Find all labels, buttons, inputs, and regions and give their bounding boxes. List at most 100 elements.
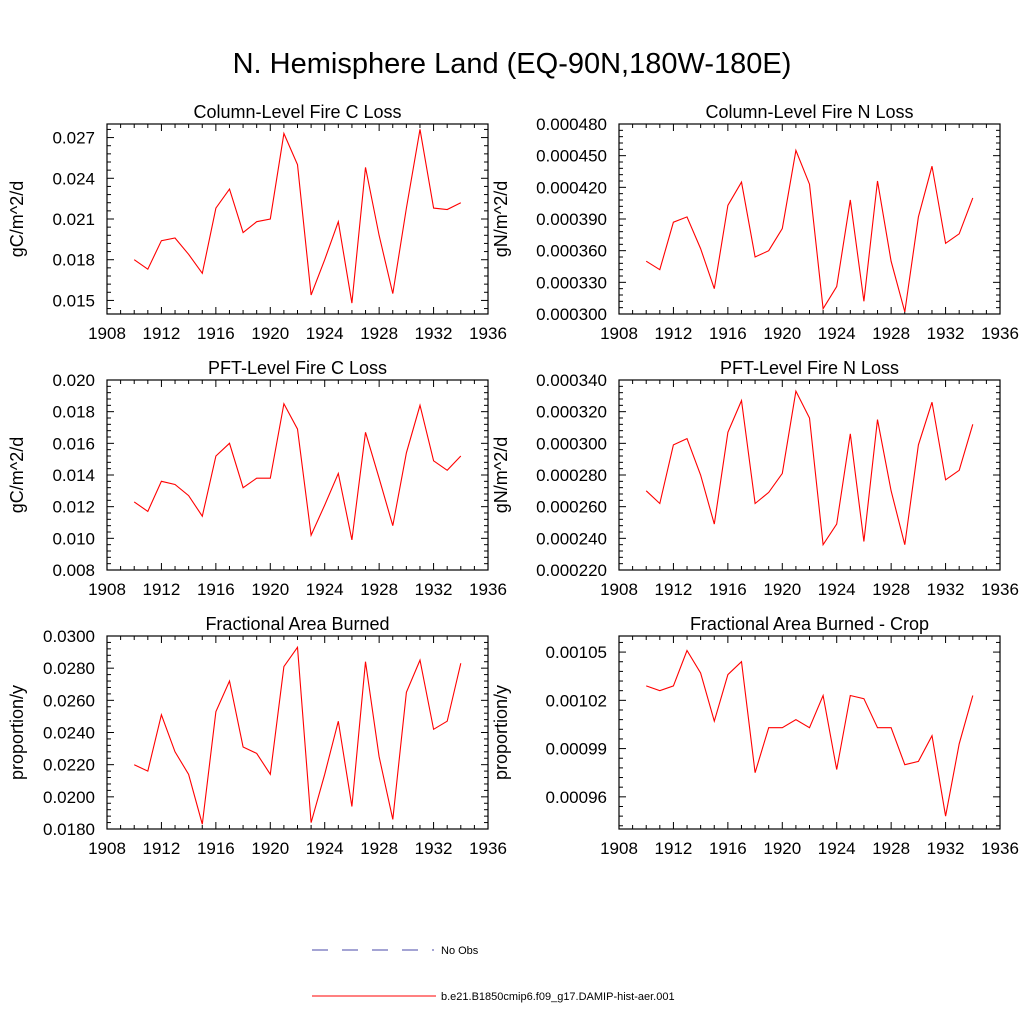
y-tick-label: 0.012 — [52, 498, 95, 517]
y-axis-label: gC/m^2/d — [7, 437, 27, 513]
x-tick-label: 1936 — [981, 580, 1019, 599]
x-tick-label: 1916 — [197, 839, 235, 858]
plot-frame — [618, 379, 1001, 571]
y-tick-label: 0.024 — [52, 169, 95, 188]
x-tick-label: 1908 — [88, 324, 126, 343]
panel-title: Fractional Area Burned — [205, 614, 389, 634]
y-tick-label: 0.015 — [52, 291, 95, 310]
y-tick-label: 0.027 — [52, 129, 95, 148]
chart-panel-6: Fractional Area Burned - Crop 1908 1912 191… — [491, 614, 1019, 858]
legend-label-model: b.e21.B1850cmip6.f09_g17.DAMIP-hist-aer.… — [441, 991, 675, 1003]
plot-frame — [106, 379, 489, 571]
panel-title: Column-Level Fire N Loss — [705, 102, 913, 122]
y-axis-label: gC/m^2/d — [7, 181, 27, 257]
chart-panel-5: Fractional Area Burned 1908 1912 1916 1920 19… — [7, 614, 507, 858]
series-line-1 — [645, 389, 974, 547]
x-tick-label: 1936 — [981, 324, 1019, 343]
y-tick-label: 0.000220 — [536, 561, 607, 580]
x-tick-label: 1928 — [360, 324, 398, 343]
series-line-1 — [646, 649, 974, 817]
y-tick-label: 0.0180 — [43, 820, 95, 839]
x-tick-label: 1928 — [360, 839, 398, 858]
plot-frame — [618, 123, 1001, 315]
y-tick-label: 0.021 — [52, 210, 95, 229]
y-tick-label: 0.018 — [52, 251, 95, 270]
y-tick-label: 0.0300 — [43, 627, 95, 646]
x-tick-label: 1908 — [600, 324, 638, 343]
x-tick-label: 1920 — [251, 324, 289, 343]
y-tick-label: 0.000360 — [536, 242, 607, 261]
y-tick-label: 0.00099 — [546, 740, 607, 759]
y-tick-label: 0.000300 — [536, 305, 607, 324]
y-tick-label: 0.018 — [52, 403, 95, 422]
y-tick-label: 0.0220 — [43, 756, 95, 775]
y-tick-label: 0.016 — [52, 434, 95, 453]
x-tick-label: 1916 — [709, 324, 747, 343]
y-tick-label: 0.00102 — [546, 691, 607, 710]
x-tick-label: 1932 — [415, 580, 453, 599]
x-tick-label: 1932 — [927, 324, 965, 343]
y-tick-label: 0.000280 — [536, 466, 607, 485]
panel-title: PFT-Level Fire N Loss — [720, 358, 899, 378]
y-tick-label: 0.000260 — [536, 498, 607, 517]
x-tick-label: 1912 — [143, 839, 181, 858]
x-tick-label: 1932 — [415, 839, 453, 858]
x-tick-label: 1908 — [88, 580, 126, 599]
y-tick-label: 0.008 — [52, 561, 95, 580]
figure-title: N. Hemisphere Land (EQ-90N,180W-180E) — [232, 48, 792, 80]
y-axis-label: proportion/y — [7, 685, 27, 780]
y-axis-label: gN/m^2/d — [491, 181, 511, 257]
y-tick-label: 0.000480 — [536, 115, 607, 134]
panel-title: Fractional Area Burned - Crop — [690, 614, 929, 634]
x-tick-label: 1924 — [306, 580, 344, 599]
panel-title: Column-Level Fire C Loss — [193, 102, 401, 122]
y-axis-label: gN/m^2/d — [491, 437, 511, 513]
y-tick-label: 0.000320 — [536, 403, 607, 422]
x-tick-label: 1936 — [469, 839, 507, 858]
y-tick-label: 0.010 — [52, 529, 95, 548]
x-tick-label: 1916 — [709, 580, 747, 599]
x-tick-label: 1912 — [143, 580, 181, 599]
x-tick-label: 1920 — [251, 580, 289, 599]
y-axis-label: proportion/y — [491, 685, 511, 780]
plot-frame — [106, 123, 489, 315]
chart-panel-2: Column-Level Fire N Loss 1908 1912 1916 1920… — [491, 102, 1019, 343]
legend-label-no-obs: No Obs — [441, 945, 479, 957]
chart-panel-1: Column-Level Fire C Loss 1908 1912 1916 1920… — [7, 102, 507, 343]
x-tick-label: 1912 — [655, 839, 693, 858]
x-tick-label: 1908 — [88, 839, 126, 858]
x-tick-label: 1936 — [981, 839, 1019, 858]
x-tick-label: 1932 — [927, 580, 965, 599]
legend: No Obs b.e21.B1850cmip6.f09_g17.DAMIP-his… — [312, 945, 675, 1003]
y-tick-label: 0.0200 — [43, 788, 95, 807]
y-tick-label: 0.00096 — [546, 788, 607, 807]
chart-panel-3: PFT-Level Fire C Loss 1908 1912 1916 1920 192… — [7, 358, 507, 599]
x-tick-label: 1912 — [655, 580, 693, 599]
y-tick-label: 0.014 — [52, 466, 95, 485]
x-tick-label: 1924 — [818, 324, 856, 343]
y-tick-label: 0.0260 — [43, 691, 95, 710]
y-tick-label: 0.000300 — [536, 434, 607, 453]
x-tick-label: 1936 — [469, 580, 507, 599]
x-tick-label: 1908 — [600, 580, 638, 599]
x-tick-label: 1924 — [818, 580, 856, 599]
series-line-1 — [133, 129, 462, 304]
x-tick-label: 1928 — [360, 580, 398, 599]
x-tick-label: 1920 — [763, 580, 801, 599]
x-tick-label: 1912 — [655, 324, 693, 343]
chart-panel-4: PFT-Level Fire N Loss 1908 1912 1916 1920 192… — [491, 358, 1019, 599]
x-tick-label: 1920 — [763, 324, 801, 343]
y-tick-label: 0.000340 — [536, 371, 607, 390]
x-tick-label: 1928 — [872, 580, 910, 599]
y-tick-label: 0.0240 — [43, 724, 95, 743]
x-tick-label: 1908 — [600, 839, 638, 858]
x-tick-label: 1924 — [306, 324, 344, 343]
series-line-1 — [133, 402, 462, 541]
y-tick-label: 0.000420 — [536, 178, 607, 197]
y-tick-label: 0.00105 — [546, 643, 607, 662]
y-tick-label: 0.000240 — [536, 529, 607, 548]
x-tick-label: 1932 — [415, 324, 453, 343]
x-tick-label: 1928 — [872, 324, 910, 343]
x-tick-label: 1916 — [197, 324, 235, 343]
